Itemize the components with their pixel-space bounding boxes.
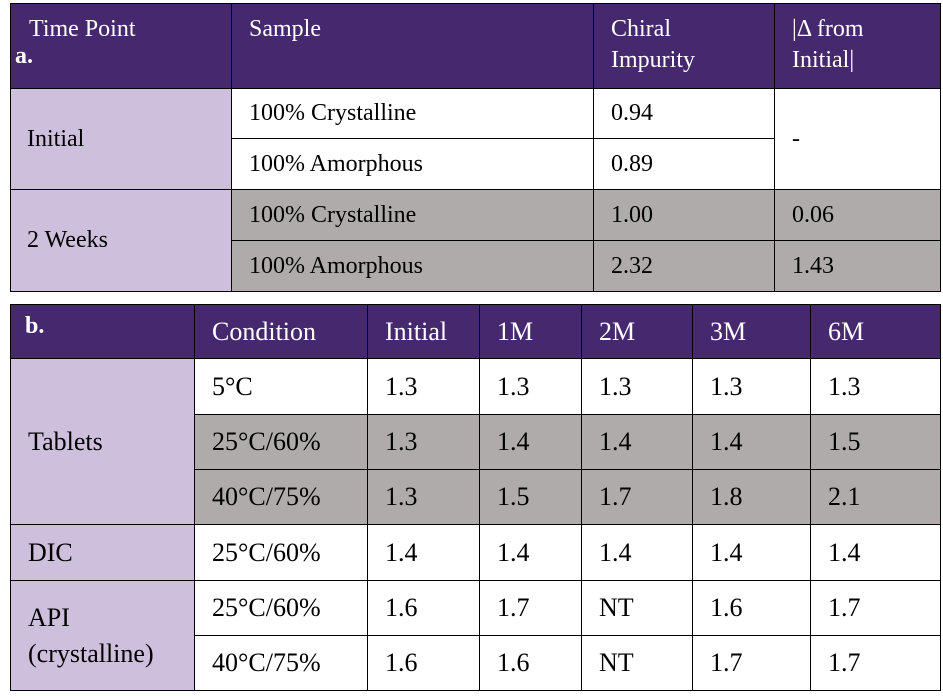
- header-text-line-1: Chiral: [611, 16, 671, 42]
- delta-cell: 0.06: [774, 189, 941, 241]
- value-cell: 1.5: [810, 414, 941, 470]
- table-row: DIC 25°C/60% 1.4 1.4 1.4 1.4 1.4: [10, 524, 941, 581]
- group-name-line-1: API: [28, 602, 70, 632]
- value-cell: 1.7: [810, 635, 941, 691]
- table-b: b. Condition Initial 1M 2M 3M 6M Tablets…: [10, 304, 941, 691]
- value-cell: 1.6: [367, 580, 480, 636]
- value-cell: 2.1: [810, 469, 941, 525]
- table-a-header-time-point: Time Point a.: [10, 3, 232, 89]
- header-text-line-1: |Δ from: [792, 16, 864, 42]
- sample-cell: 100% Crystalline: [231, 189, 594, 241]
- table-b-label: b.: [10, 304, 195, 359]
- condition-cell: 25°C/60%: [194, 524, 368, 581]
- time-point-cell: 2 Weeks: [10, 189, 232, 292]
- group-cell-dic: DIC: [10, 524, 195, 581]
- value-cell: 1.3: [581, 358, 693, 415]
- table-a-label: a.: [15, 43, 33, 69]
- table-b-header-6m: 6M: [810, 304, 941, 359]
- value-cell: 1.8: [692, 469, 811, 525]
- value-cell: 1.7: [810, 580, 941, 636]
- value-cell: 1.7: [581, 469, 693, 525]
- value-cell: 1.4: [692, 414, 811, 470]
- table-row: 25°C/60% 1.3 1.4 1.4 1.4 1.5: [11, 414, 941, 470]
- value-cell: 1.6: [367, 635, 480, 691]
- table-a-header-sample: Sample: [231, 3, 594, 89]
- header-text-line-2: Impurity: [611, 47, 695, 73]
- table-b-header-row: b. Condition Initial 1M 2M 3M 6M: [10, 304, 941, 359]
- value-cell: 1.3: [367, 469, 480, 525]
- table-b-header-3m: 3M: [692, 304, 811, 359]
- value-cell: NT: [581, 580, 693, 636]
- table-a-header-delta: |Δ from Initial|: [774, 3, 941, 89]
- value-cell: 1.3: [692, 358, 811, 415]
- condition-cell: 25°C/60%: [194, 580, 368, 636]
- impurity-cell: 2.32: [593, 240, 775, 292]
- value-cell: 1.4: [367, 524, 480, 581]
- sample-cell: 100% Crystalline: [231, 88, 594, 139]
- value-cell: 1.4: [581, 524, 693, 581]
- table-a-header-chiral-impurity: Chiral Impurity: [593, 3, 775, 89]
- table-row: API (crystalline) 25°C/60% 1.6 1.7 NT 1.…: [10, 580, 941, 691]
- table-row: 100% Amorphous 0.89: [11, 138, 941, 190]
- value-cell: 1.4: [479, 524, 582, 581]
- table-row: Initial 100% Crystalline 0.94 -: [10, 88, 941, 190]
- sample-cell: 100% Amorphous: [231, 240, 594, 292]
- value-cell: 1.4: [810, 524, 941, 581]
- sample-cell: 100% Amorphous: [231, 138, 594, 190]
- table-b-header-1m: 1M: [479, 304, 582, 359]
- value-cell: 1.4: [692, 524, 811, 581]
- table-row: 40°C/75% 1.6 1.6 NT 1.7 1.7: [11, 635, 941, 691]
- group-name-line-2: (crystalline): [28, 638, 154, 668]
- value-cell: NT: [581, 635, 693, 691]
- value-cell: 1.3: [367, 358, 480, 415]
- header-text: Time Point: [29, 16, 136, 42]
- condition-cell: 25°C/60%: [194, 414, 368, 470]
- condition-cell: 40°C/75%: [194, 635, 368, 691]
- group-cell-tablets: Tablets: [10, 358, 195, 525]
- value-cell: 1.3: [479, 358, 582, 415]
- impurity-cell: 0.89: [593, 138, 775, 190]
- value-cell: 1.5: [479, 469, 582, 525]
- impurity-cell: 0.94: [593, 88, 775, 139]
- header-text: Sample: [249, 16, 321, 42]
- value-cell: 1.7: [479, 580, 582, 636]
- value-cell: 1.6: [692, 580, 811, 636]
- delta-cell: 1.43: [774, 240, 941, 292]
- header-text-line-2: Initial|: [792, 47, 855, 73]
- group-cell-api: API (crystalline): [10, 580, 195, 691]
- table-a-header-row: Time Point a. Sample Chiral Impurity |Δ …: [10, 3, 941, 89]
- delta-cell: -: [774, 88, 941, 190]
- value-cell: 1.3: [367, 414, 480, 470]
- value-cell: 1.6: [479, 635, 582, 691]
- table-row: 100% Amorphous 2.32 1.43: [11, 240, 941, 292]
- table-b-header-condition: Condition: [194, 304, 368, 359]
- condition-cell: 40°C/75%: [194, 469, 368, 525]
- impurity-cell: 1.00: [593, 189, 775, 241]
- time-point-cell: Initial: [10, 88, 232, 190]
- table-b-header-initial: Initial: [367, 304, 480, 359]
- table-a: Time Point a. Sample Chiral Impurity |Δ …: [10, 3, 941, 292]
- table-row: Tablets 5°C 1.3 1.3 1.3 1.3 1.3: [10, 358, 941, 525]
- condition-cell: 5°C: [194, 358, 368, 415]
- value-cell: 1.4: [581, 414, 693, 470]
- table-b-header-2m: 2M: [581, 304, 693, 359]
- value-cell: 1.3: [810, 358, 941, 415]
- value-cell: 1.7: [692, 635, 811, 691]
- table-row: 2 Weeks 100% Crystalline 1.00 0.06: [10, 189, 941, 292]
- value-cell: 1.4: [479, 414, 582, 470]
